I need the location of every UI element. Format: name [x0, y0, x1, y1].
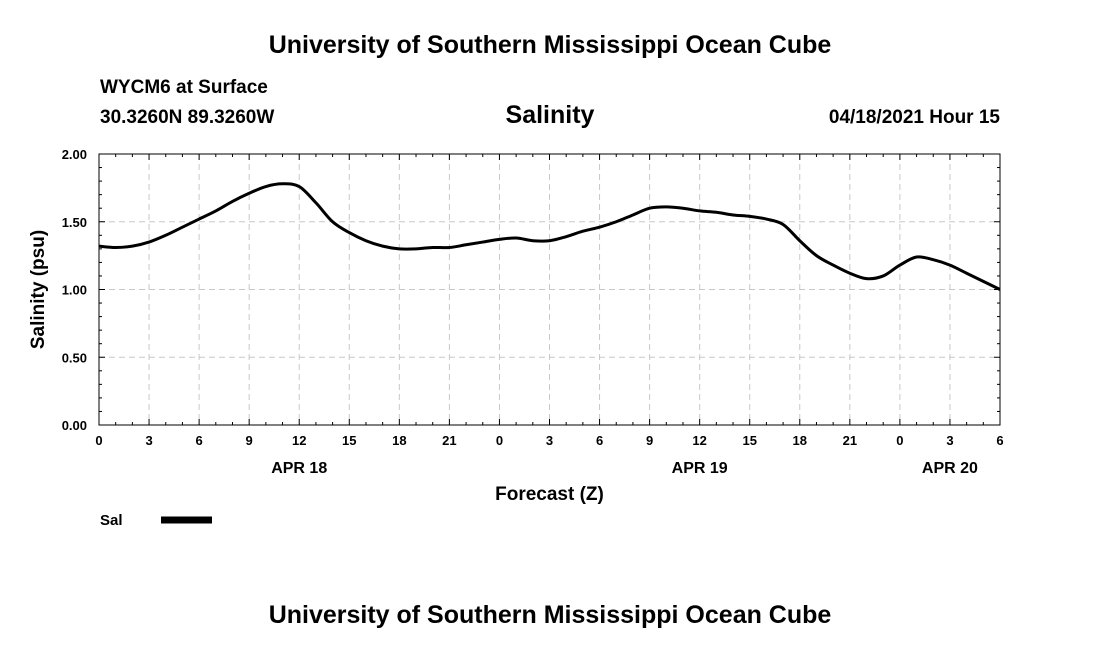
y-tick-label: 0.00: [62, 418, 87, 433]
x-date-label: APR 19: [672, 460, 728, 477]
x-tick-label: 12: [692, 433, 706, 448]
x-tick-label: 0: [896, 433, 903, 448]
x-tick-label: 12: [292, 433, 306, 448]
x-tick-label: 15: [742, 433, 756, 448]
x-date-label: APR 20: [922, 460, 978, 477]
y-tick-label: 1.00: [62, 283, 87, 298]
x-tick-label: 6: [996, 433, 1003, 448]
location-label: 30.3260N 89.3260W: [100, 107, 275, 128]
x-axis-title: Forecast (Z): [495, 484, 604, 505]
x-tick-label: 6: [195, 433, 202, 448]
x-tick-label: 0: [496, 433, 503, 448]
x-tick-label: 15: [342, 433, 356, 448]
x-tick-label: 6: [596, 433, 603, 448]
x-tick-label: 3: [546, 433, 553, 448]
axis-ticks: [98, 153, 1001, 426]
variable-title: Salinity: [505, 101, 595, 129]
x-tick-label: 18: [793, 433, 807, 448]
x-tick-label: 3: [145, 433, 152, 448]
y-tick-label: 1.50: [62, 215, 87, 230]
grid-lines: [99, 154, 1000, 425]
page-title-bottom: University of Southern Mississippi Ocean…: [268, 601, 832, 629]
x-tick-label: 21: [843, 433, 857, 448]
x-tick-label: 21: [442, 433, 456, 448]
x-tick-label: 9: [646, 433, 653, 448]
page-title-top: University of Southern Mississippi Ocean…: [268, 31, 832, 59]
series-line-sal: [98, 182, 1001, 291]
x-tick-label: 3: [946, 433, 953, 448]
y-axis-title: Salinity (psu): [28, 230, 49, 349]
legend-label: Sal: [100, 512, 123, 529]
valid-time-label: 04/18/2021 Hour 15: [828, 107, 1000, 128]
x-tick-label: 18: [392, 433, 406, 448]
station-label: WYCM6 at Surface: [100, 77, 268, 98]
x-date-label: APR 18: [271, 460, 327, 477]
y-tick-label: 2.00: [62, 147, 87, 162]
y-tick-label: 0.50: [62, 350, 87, 365]
x-tick-label: 9: [246, 433, 253, 448]
x-tick-label: 0: [95, 433, 102, 448]
